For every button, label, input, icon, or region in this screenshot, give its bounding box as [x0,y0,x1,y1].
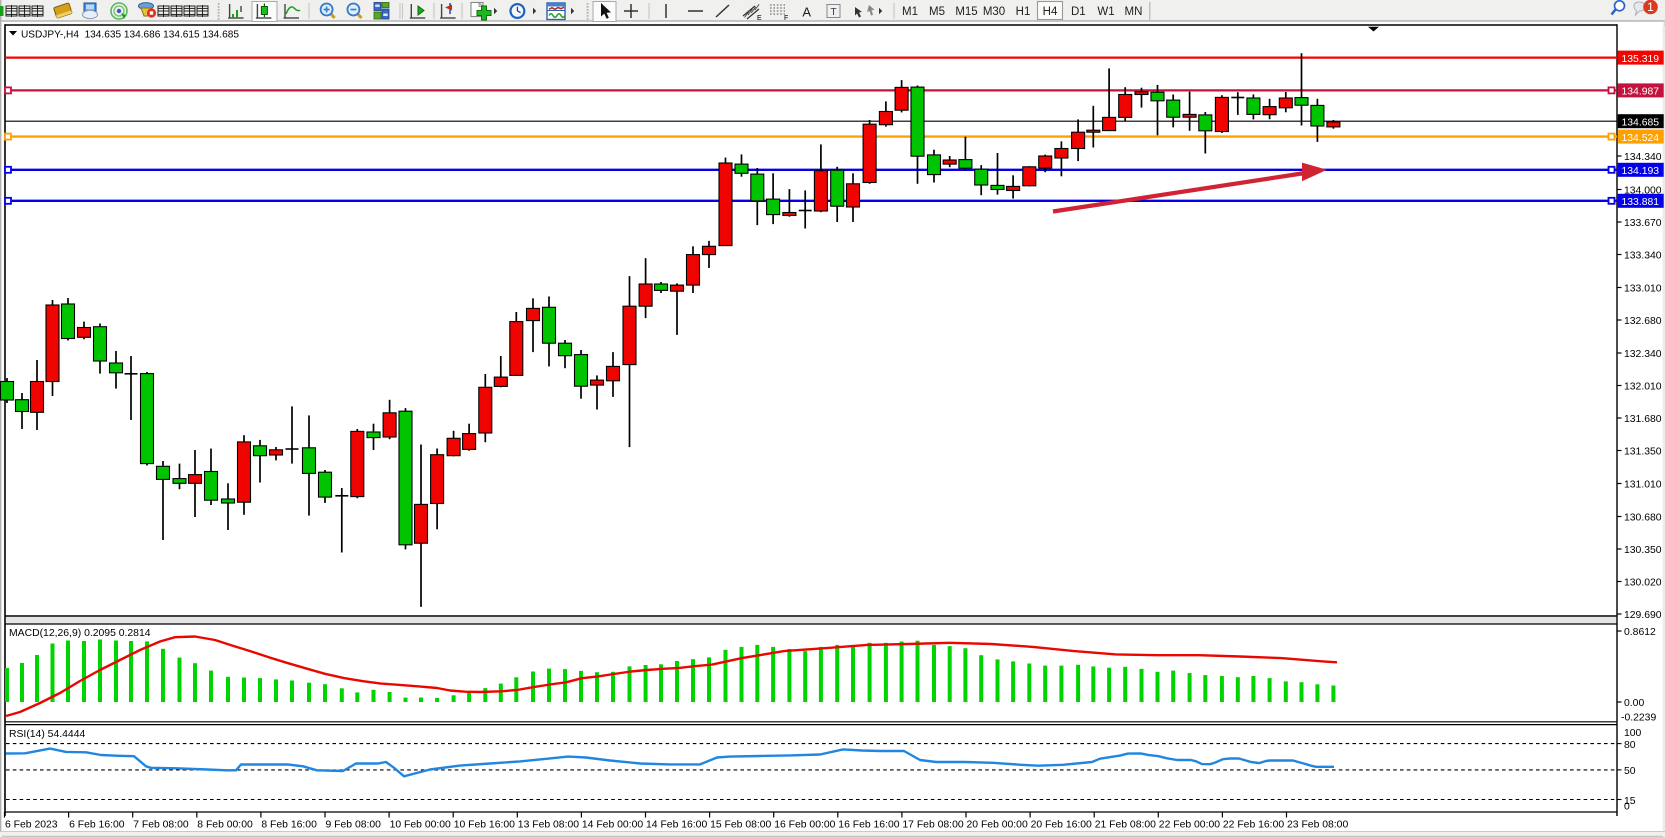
svg-text:D1: D1 [1071,6,1086,18]
svg-text:H4: H4 [1043,6,1058,18]
svg-text:M1: M1 [902,6,918,18]
svg-text:MN: MN [1125,6,1143,18]
svg-text:132.010: 132.010 [1624,382,1662,393]
svg-text:15 Feb 08:00: 15 Feb 08:00 [710,820,771,831]
svg-text:22 Feb 00:00: 22 Feb 00:00 [1159,820,1220,831]
svg-text:0: 0 [1624,802,1630,813]
svg-text:100: 100 [1624,728,1642,739]
svg-text:W1: W1 [1097,6,1114,18]
svg-text:0.00: 0.00 [1624,698,1644,709]
svg-text:15: 15 [1624,796,1636,807]
svg-text:7 Feb 08:00: 7 Feb 08:00 [133,820,189,831]
svg-text:135.319: 135.319 [1622,54,1660,65]
svg-text:134.000: 134.000 [1624,186,1662,197]
svg-text:8 Feb 00:00: 8 Feb 00:00 [197,820,253,831]
svg-text:134.987: 134.987 [1622,87,1660,98]
svg-text:M15: M15 [955,6,977,18]
svg-text:13 Feb 08:00: 13 Feb 08:00 [518,820,579,831]
svg-text:H1: H1 [1016,6,1031,18]
svg-text:F: F [784,15,788,22]
svg-text:130.350: 130.350 [1624,545,1662,556]
svg-text:131.010: 131.010 [1624,480,1662,491]
svg-text:131.350: 131.350 [1624,447,1662,458]
svg-text:16 Feb 16:00: 16 Feb 16:00 [838,820,899,831]
svg-text:80: 80 [1624,740,1636,751]
svg-text:131.680: 131.680 [1624,414,1662,425]
svg-text:17 Feb 08:00: 17 Feb 08:00 [902,820,963,831]
svg-text:50: 50 [1624,766,1636,777]
svg-text:M30: M30 [983,6,1005,18]
svg-text:MACD(12,26,9) 0.2095 0.2814: MACD(12,26,9) 0.2095 0.2814 [9,628,151,639]
svg-text:-0.2239: -0.2239 [1621,713,1656,724]
svg-text:133.340: 133.340 [1624,251,1662,262]
svg-text:132.340: 132.340 [1624,349,1662,360]
svg-text:0.8612: 0.8612 [1624,627,1656,638]
svg-text:9 Feb 08:00: 9 Feb 08:00 [326,820,382,831]
svg-text:22 Feb 16:00: 22 Feb 16:00 [1223,820,1284,831]
svg-text:E: E [757,15,762,22]
svg-text:130.680: 130.680 [1624,513,1662,524]
svg-text:132.680: 132.680 [1624,316,1662,327]
svg-text:6 Feb 2023: 6 Feb 2023 [5,820,58,831]
svg-text:RSI(14) 54.4444: RSI(14) 54.4444 [9,729,85,740]
svg-text:10 Feb 16:00: 10 Feb 16:00 [454,820,515,831]
svg-text:A: A [802,5,811,20]
svg-text:20 Feb 00:00: 20 Feb 00:00 [967,820,1028,831]
svg-text:134.340: 134.340 [1624,152,1662,163]
svg-text:14 Feb 16:00: 14 Feb 16:00 [646,820,707,831]
svg-text:129.690: 129.690 [1624,610,1662,621]
svg-text:6 Feb 16:00: 6 Feb 16:00 [69,820,125,831]
svg-text:134.193: 134.193 [1622,166,1660,177]
svg-text:133.670: 133.670 [1624,218,1662,229]
svg-text:10 Feb 00:00: 10 Feb 00:00 [390,820,451,831]
svg-text:T: T [830,7,836,18]
svg-text:14 Feb 00:00: 14 Feb 00:00 [582,820,643,831]
svg-text:M5: M5 [929,6,945,18]
svg-text:20 Feb 16:00: 20 Feb 16:00 [1031,820,1092,831]
svg-text:134.685: 134.685 [1622,117,1660,128]
svg-text:USDJPY-,H4 134.635 134.686 13: USDJPY-,H4 134.635 134.686 134.615 134.6… [21,30,239,41]
svg-text:1: 1 [1647,0,1654,14]
svg-text:133.881: 133.881 [1622,197,1660,208]
svg-text:16 Feb 00:00: 16 Feb 00:00 [774,820,835,831]
svg-text:23 Feb 08:00: 23 Feb 08:00 [1287,820,1348,831]
svg-text:21 Feb 08:00: 21 Feb 08:00 [1095,820,1156,831]
svg-text:8 Feb 16:00: 8 Feb 16:00 [261,820,317,831]
svg-text:133.010: 133.010 [1624,284,1662,295]
svg-text:130.020: 130.020 [1624,578,1662,589]
svg-text:134.524: 134.524 [1622,133,1660,144]
